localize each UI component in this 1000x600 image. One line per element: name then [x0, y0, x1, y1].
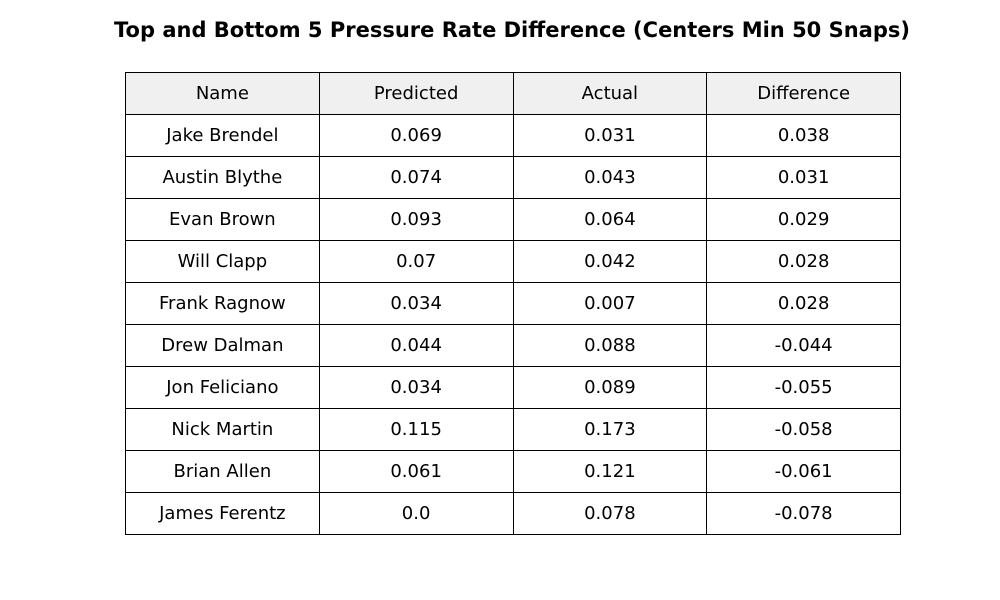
cell-name: Drew Dalman: [125, 324, 320, 367]
cell-actual: 0.121: [512, 450, 708, 493]
cell-predicted: 0.034: [318, 282, 514, 325]
cell-predicted: 0.074: [318, 156, 514, 199]
cell-predicted: 0.07: [318, 240, 514, 283]
table-row: Austin Blythe 0.074 0.043 0.031: [125, 156, 901, 199]
column-header-difference: Difference: [706, 72, 901, 115]
data-table: Name Predicted Actual Difference Jake Br…: [125, 72, 901, 535]
cell-difference: -0.058: [706, 408, 901, 451]
cell-difference: 0.029: [706, 198, 901, 241]
cell-difference: -0.055: [706, 366, 901, 409]
cell-difference: -0.078: [706, 492, 901, 535]
cell-predicted: 0.061: [318, 450, 514, 493]
cell-actual: 0.064: [512, 198, 708, 241]
cell-actual: 0.088: [512, 324, 708, 367]
chart-title: Top and Bottom 5 Pressure Rate Differenc…: [114, 18, 910, 42]
cell-difference: -0.044: [706, 324, 901, 367]
table-row: Evan Brown 0.093 0.064 0.029: [125, 198, 901, 241]
table-row: Will Clapp 0.07 0.042 0.028: [125, 240, 901, 283]
cell-actual: 0.078: [512, 492, 708, 535]
cell-name: Jake Brendel: [125, 114, 320, 157]
cell-actual: 0.007: [512, 282, 708, 325]
column-header-actual: Actual: [512, 72, 708, 115]
cell-predicted: 0.069: [318, 114, 514, 157]
cell-predicted: 0.034: [318, 366, 514, 409]
cell-actual: 0.031: [512, 114, 708, 157]
cell-difference: -0.061: [706, 450, 901, 493]
cell-predicted: 0.0: [318, 492, 514, 535]
column-header-predicted: Predicted: [318, 72, 514, 115]
cell-actual: 0.042: [512, 240, 708, 283]
cell-name: Brian Allen: [125, 450, 320, 493]
cell-name: Evan Brown: [125, 198, 320, 241]
cell-name: Jon Feliciano: [125, 366, 320, 409]
cell-difference: 0.028: [706, 240, 901, 283]
cell-difference: 0.028: [706, 282, 901, 325]
column-header-name: Name: [125, 72, 320, 115]
cell-predicted: 0.093: [318, 198, 514, 241]
cell-actual: 0.089: [512, 366, 708, 409]
cell-difference: 0.038: [706, 114, 901, 157]
table-row: Jon Feliciano 0.034 0.089 -0.055: [125, 366, 901, 409]
cell-name: Will Clapp: [125, 240, 320, 283]
cell-predicted: 0.115: [318, 408, 514, 451]
cell-predicted: 0.044: [318, 324, 514, 367]
cell-name: Frank Ragnow: [125, 282, 320, 325]
cell-name: Nick Martin: [125, 408, 320, 451]
cell-actual: 0.173: [512, 408, 708, 451]
table-row: Jake Brendel 0.069 0.031 0.038: [125, 114, 901, 157]
cell-name: James Ferentz: [125, 492, 320, 535]
table-row: Frank Ragnow 0.034 0.007 0.028: [125, 282, 901, 325]
table-row: Brian Allen 0.061 0.121 -0.061: [125, 450, 901, 493]
table-row: Drew Dalman 0.044 0.088 -0.044: [125, 324, 901, 367]
cell-difference: 0.031: [706, 156, 901, 199]
table-row: Nick Martin 0.115 0.173 -0.058: [125, 408, 901, 451]
header-row: Name Predicted Actual Difference: [125, 72, 901, 115]
table-row: James Ferentz 0.0 0.078 -0.078: [125, 492, 901, 535]
cell-actual: 0.043: [512, 156, 708, 199]
cell-name: Austin Blythe: [125, 156, 320, 199]
